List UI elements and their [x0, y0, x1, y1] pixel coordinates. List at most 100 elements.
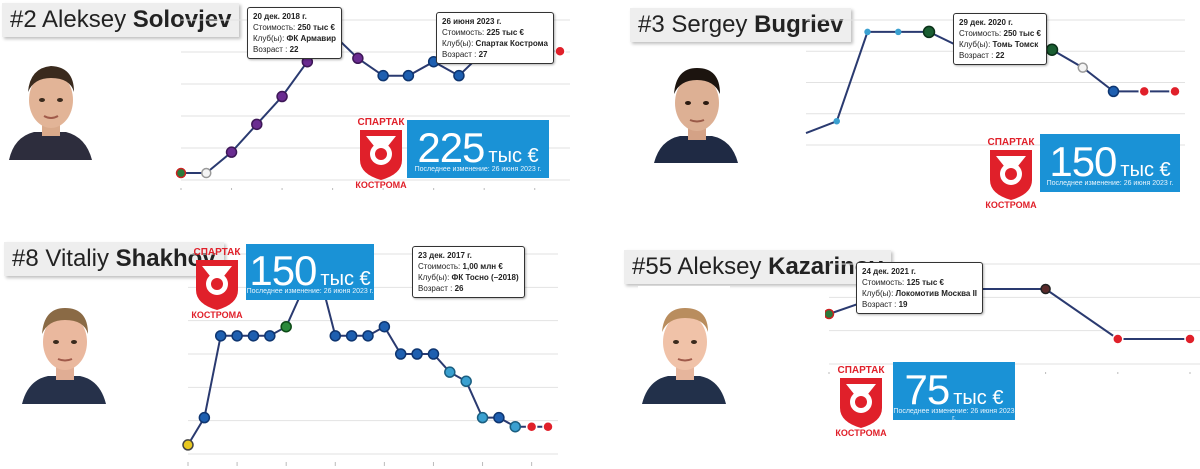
market-value-unit: тыс € — [1120, 159, 1171, 181]
data-point — [231, 330, 243, 342]
tooltip-club-label: Клуб(ы): — [862, 289, 894, 298]
data-point — [525, 420, 538, 433]
player-photo — [4, 42, 96, 160]
logo-top-text: СПАРТАК — [988, 137, 1036, 148]
data-point — [895, 28, 902, 36]
market-value-box: 225 тыс € Последнее изменение: 26 июня 20… — [407, 120, 549, 178]
data-point — [1184, 333, 1196, 345]
data-point — [1138, 85, 1150, 98]
data-point — [1112, 333, 1124, 345]
logo-bottom-text: КОСТРОМА — [355, 180, 407, 190]
tooltip-value-label: Стоимость: — [418, 262, 461, 271]
market-value-unit: тыс € — [320, 268, 371, 290]
data-point — [444, 366, 456, 378]
data-point — [362, 330, 374, 342]
tooltip-club-label: Клуб(ы): — [253, 34, 285, 43]
data-point — [394, 348, 407, 360]
tooltip-age: 22 — [995, 51, 1005, 60]
tooltip-value-label: Стоимость: — [442, 28, 485, 37]
data-point — [864, 28, 871, 36]
data-point — [509, 420, 522, 433]
tooltip-value-label: Стоимость: — [862, 278, 905, 287]
data-point — [201, 167, 212, 179]
market-value-note: Последнее изменение: 26 июня 2023 г. — [246, 288, 374, 295]
tooltip-value: 225 тыс € — [486, 28, 524, 37]
tooltip-value-label: Стоимость: — [253, 23, 296, 32]
market-value-amount: 225 — [417, 124, 485, 171]
market-value-box: 150 тыс € Последнее изменение: 26 июня 20… — [246, 244, 374, 300]
data-point — [427, 348, 440, 360]
data-point — [1169, 85, 1181, 98]
logo-top-text: СПАРТАК — [838, 365, 886, 376]
data-point — [276, 90, 288, 103]
tooltip-age-label: Возраст : — [959, 51, 994, 60]
data-point — [1077, 62, 1088, 73]
market-value-amount: 75 — [904, 366, 951, 413]
logo-bottom-text: КОСТРОМА — [191, 310, 243, 320]
player-number: #8 — [12, 245, 39, 272]
data-point — [214, 330, 227, 342]
market-value-box: 150 тыс € Последнее изменение: 26 июня 20… — [1040, 134, 1180, 192]
data-point — [329, 330, 342, 342]
logo-bottom-text: КОСТРОМА — [835, 428, 887, 438]
player-name-banner: #3 Sergey Bugriev — [630, 8, 852, 42]
tooltip-club-label: Клуб(ы): — [442, 39, 474, 48]
player-name-banner: #55 Aleksey Kazarinov — [624, 250, 891, 284]
data-point — [352, 52, 364, 65]
market-value-note: Последнее изменение: 26 июня 2023 г. — [414, 166, 542, 173]
data-point — [453, 69, 465, 82]
tooltip-value: 125 тыс € — [906, 278, 944, 287]
chart-tooltip: 29 дек. 2020 г. Стоимость: 250 тыс € Клу… — [953, 13, 1047, 65]
data-point — [1045, 43, 1059, 57]
tooltip-club-label: Клуб(ы): — [959, 40, 991, 49]
club-logo: СПАРТАК КОСТРОМА — [835, 365, 887, 438]
player-number: #3 — [638, 11, 665, 38]
tooltip-date: 26 июня 2023 г. — [442, 17, 502, 26]
data-point — [833, 117, 840, 125]
tooltip-age: 27 — [478, 50, 488, 59]
tooltip-club: Спартак Кострома — [475, 39, 548, 48]
tooltip-club: ФК Тосно (–2018) — [451, 273, 519, 282]
data-point — [225, 146, 238, 158]
market-value-note: Последнее изменение: 26 июня 2023 г. — [893, 408, 1015, 422]
data-point — [825, 308, 835, 320]
logo-top-text: СПАРТАК — [358, 117, 406, 128]
tooltip-value-label: Стоимость: — [959, 29, 1002, 38]
player-panel-kazarinov: #55 Aleksey Kazarinov 24 дек. 2021 г. Ст… — [600, 234, 1200, 469]
player-first-name: Sergey — [671, 11, 748, 38]
club-logo: СПАРТАК КОСТРОМА — [355, 117, 407, 190]
tooltip-age-label: Возраст : — [862, 300, 897, 309]
club-logo: СПАРТАК КОСТРОМА — [985, 137, 1037, 210]
tooltip-value: 1,00 млн € — [462, 262, 503, 271]
tooltip-club: Локомотив Москва II — [895, 289, 978, 298]
data-point — [182, 439, 194, 451]
data-point — [476, 411, 489, 424]
data-point — [1107, 85, 1120, 98]
tooltip-age-label: Возраст : — [442, 50, 477, 59]
chart-tooltip: 23 дек. 2017 г. Стоимость: 1,00 млн € Кл… — [412, 246, 525, 298]
data-point — [402, 69, 415, 82]
data-point — [251, 118, 263, 131]
data-point — [1040, 283, 1051, 295]
data-point — [542, 420, 554, 433]
tooltip-club: ФК Армавир — [286, 34, 337, 43]
data-point — [198, 411, 211, 424]
logo-bottom-text: КОСТРОМА — [985, 200, 1037, 210]
player-last-name: Bugriev — [754, 11, 844, 38]
player-first-name: Vitaliy — [45, 245, 109, 272]
data-point — [493, 411, 505, 424]
tooltip-date: 20 дек. 2018 г. — [253, 12, 307, 21]
chart-tooltip: 20 дек. 2018 г. Стоимость: 250 тыс € Клу… — [247, 7, 343, 59]
tooltip-club-label: Клуб(ы): — [418, 273, 450, 282]
data-point — [378, 320, 391, 333]
chart-tooltip: 24 дек. 2021 г. Стоимость: 125 тыс € Клу… — [856, 262, 984, 314]
logo-top-text: СПАРТАК — [194, 247, 242, 258]
tooltip-age-label: Возраст : — [253, 45, 288, 54]
player-first-name: Aleksey — [42, 6, 127, 33]
data-point — [460, 375, 472, 388]
player-photo — [638, 286, 730, 404]
data-point — [554, 45, 566, 58]
market-value-note: Последнее изменение: 26 июня 2023 г. — [1046, 180, 1174, 187]
tooltip-date: 29 дек. 2020 г. — [959, 18, 1013, 27]
club-logo: СПАРТАК КОСТРОМА — [191, 247, 243, 320]
